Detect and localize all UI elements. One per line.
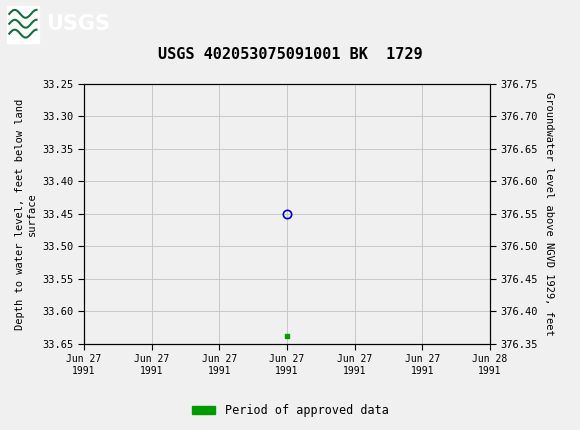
Text: USGS: USGS: [46, 14, 110, 34]
Text: USGS 402053075091001 BK  1729: USGS 402053075091001 BK 1729: [158, 47, 422, 62]
Y-axis label: Groundwater level above NGVD 1929, feet: Groundwater level above NGVD 1929, feet: [543, 92, 553, 336]
Legend: Period of approved data: Period of approved data: [187, 399, 393, 422]
Bar: [7, 6, 39, 43]
Y-axis label: Depth to water level, feet below land
surface: Depth to water level, feet below land su…: [15, 98, 37, 329]
